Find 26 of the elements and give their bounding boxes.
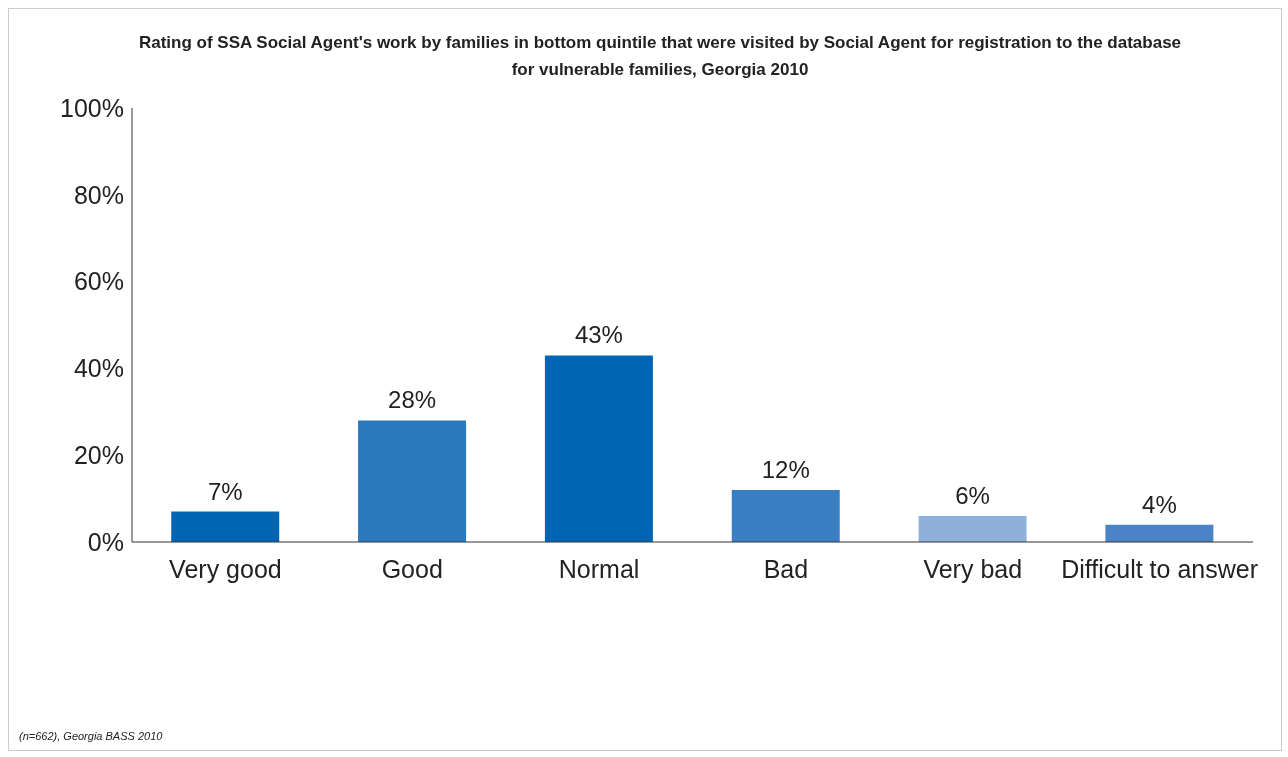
x-tick-label: Very bad <box>923 554 1023 583</box>
bar <box>544 355 653 542</box>
x-tick-label: Good <box>381 554 443 583</box>
y-tick-label: 40% <box>73 354 124 383</box>
y-tick-label: 80% <box>73 180 124 209</box>
y-tick-label: 100% <box>60 93 124 122</box>
chart-title: Rating of SSA Social Agent's work by families in bottom quintile that were visited by Social Agent for registration to the database for vulnerable families, Georgia 2010 <box>137 32 1183 81</box>
bar <box>358 420 467 542</box>
bar <box>918 515 1027 542</box>
text: (n=662), Georgia BASS 2010 <box>19 730 163 742</box>
x-tick-label: Normal <box>558 554 640 583</box>
data-label: 7% <box>207 477 243 505</box>
x-tick-label: Very good <box>169 554 282 583</box>
bar <box>171 511 280 542</box>
data-label: 6% <box>955 481 990 509</box>
data-label: 28% <box>388 386 437 414</box>
x-tick-label: Difficult to answer <box>1061 554 1259 583</box>
y-tick-label: 0% <box>87 527 124 556</box>
data-label: 12% <box>761 455 810 483</box>
bar <box>731 489 840 542</box>
y-tick-label: 20% <box>73 441 124 470</box>
bar <box>1105 524 1214 542</box>
data-label: 43% <box>574 321 623 349</box>
data-label: 4% <box>1142 490 1177 518</box>
x-tick-label: Bad <box>763 554 809 583</box>
y-tick-label: 60% <box>73 267 124 296</box>
